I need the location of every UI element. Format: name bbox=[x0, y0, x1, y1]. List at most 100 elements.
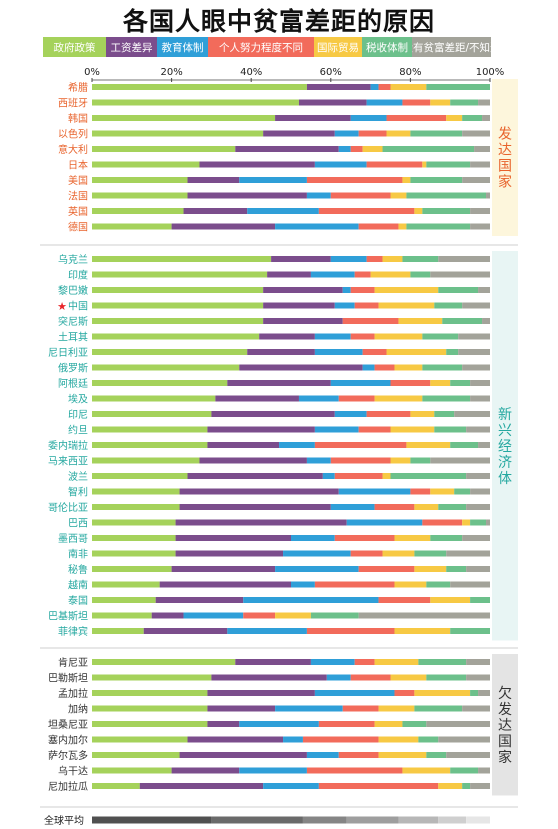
bar-segment bbox=[227, 380, 331, 386]
bar-segment bbox=[243, 612, 276, 619]
group-label-char: 济 bbox=[498, 455, 512, 471]
bar-segment bbox=[247, 208, 319, 214]
bar-segment bbox=[334, 302, 355, 309]
bar-segment bbox=[478, 767, 490, 774]
bar-segment bbox=[390, 380, 431, 386]
bar-segment bbox=[422, 519, 463, 526]
bar-segment bbox=[92, 364, 240, 371]
bar-segment bbox=[92, 628, 144, 634]
country-label: 黎巴嫩 bbox=[58, 284, 88, 297]
bar-segment bbox=[306, 177, 403, 183]
x-tick-label: 60% bbox=[320, 67, 342, 78]
bar-segment bbox=[207, 721, 240, 727]
bar-segment bbox=[470, 519, 487, 526]
bar-segment bbox=[386, 349, 447, 355]
bar-segment bbox=[338, 488, 411, 495]
bar-segment bbox=[466, 659, 490, 665]
bar-segment bbox=[462, 519, 471, 526]
bar-segment bbox=[275, 566, 359, 572]
bar-segment bbox=[298, 99, 367, 106]
bar-segment bbox=[470, 783, 490, 789]
bar-segment bbox=[414, 566, 447, 572]
bar-segment bbox=[386, 130, 411, 137]
bar-segment bbox=[354, 271, 371, 278]
bar-segment bbox=[179, 504, 331, 510]
bar-segment bbox=[438, 504, 467, 510]
bar-segment bbox=[358, 566, 415, 572]
bar-segment bbox=[374, 287, 439, 293]
bar-segment bbox=[263, 302, 335, 309]
bar-segment bbox=[92, 395, 216, 402]
bar-segment bbox=[470, 223, 490, 230]
bar-segment bbox=[458, 349, 490, 355]
bar-segment bbox=[92, 208, 184, 214]
bar-segment bbox=[306, 192, 331, 199]
bar-segment bbox=[171, 223, 276, 230]
bar-segment bbox=[330, 504, 375, 510]
bar-segment bbox=[462, 535, 490, 541]
bar-segment bbox=[462, 130, 490, 137]
bar-segment bbox=[430, 535, 463, 541]
bar-segment bbox=[314, 442, 407, 448]
bar-segment bbox=[350, 550, 383, 557]
bar-segment bbox=[450, 581, 490, 588]
bar-segment bbox=[334, 473, 383, 479]
bar-segment bbox=[342, 705, 379, 712]
country-label: 哥伦比亚 bbox=[48, 501, 88, 514]
bar-segment bbox=[402, 721, 427, 727]
bar-segment bbox=[306, 84, 371, 90]
bar-segment bbox=[322, 473, 335, 479]
country-label: 肯尼亚 bbox=[58, 656, 88, 669]
bar-segment bbox=[263, 130, 335, 137]
country-label: 尼加拉瓜 bbox=[48, 780, 88, 793]
bar-segment bbox=[450, 628, 490, 634]
bar-segment bbox=[92, 752, 180, 758]
bar-segment bbox=[334, 411, 367, 417]
global-bar-segment bbox=[211, 816, 303, 824]
bar-segment bbox=[478, 442, 490, 448]
bar-segment bbox=[159, 581, 291, 588]
x-tick-label: 80% bbox=[399, 67, 421, 78]
bar-segment bbox=[235, 146, 339, 152]
bar-segment bbox=[470, 380, 490, 386]
country-label: 西班牙 bbox=[58, 98, 88, 110]
bar-segment bbox=[446, 550, 490, 557]
bar-segment bbox=[426, 721, 490, 727]
bar-segment bbox=[92, 473, 188, 479]
bar-segment bbox=[175, 535, 291, 541]
bar-segment bbox=[410, 130, 463, 137]
bar-segment bbox=[470, 161, 490, 168]
bar-segment bbox=[434, 302, 463, 309]
legend-item: 个人努力程度不同 bbox=[208, 37, 314, 57]
bar-segment bbox=[92, 146, 236, 152]
bar-segment bbox=[92, 767, 172, 774]
group-label-char: 经 bbox=[498, 439, 512, 455]
bar-segment bbox=[239, 767, 307, 774]
bar-segment bbox=[410, 271, 431, 278]
group-label-panel bbox=[492, 79, 518, 236]
bar-segment bbox=[92, 659, 236, 665]
bar-segment bbox=[474, 146, 490, 152]
bar-segment bbox=[378, 736, 419, 743]
bar-segment bbox=[402, 256, 439, 262]
bar-segment bbox=[338, 146, 351, 152]
bar-segment bbox=[92, 287, 264, 293]
country-label: 巴西 bbox=[68, 518, 88, 530]
bar-segment bbox=[314, 333, 351, 340]
bar-segment bbox=[482, 115, 490, 121]
bar-segment bbox=[199, 161, 315, 168]
bar-segment bbox=[92, 504, 180, 510]
bar-segment bbox=[410, 411, 435, 417]
bar-segment bbox=[239, 177, 307, 183]
group-label-char: 国 bbox=[498, 734, 512, 750]
global-bar-segment bbox=[346, 816, 399, 824]
group-label-panel bbox=[492, 654, 518, 796]
bar-segment bbox=[434, 426, 467, 433]
bar-segment bbox=[314, 426, 359, 433]
bar-segment bbox=[442, 318, 483, 324]
country-label: 埃及 bbox=[68, 393, 88, 406]
country-label: 乌克兰 bbox=[58, 253, 88, 266]
bar-segment bbox=[306, 767, 403, 774]
bar-segment bbox=[430, 488, 455, 495]
